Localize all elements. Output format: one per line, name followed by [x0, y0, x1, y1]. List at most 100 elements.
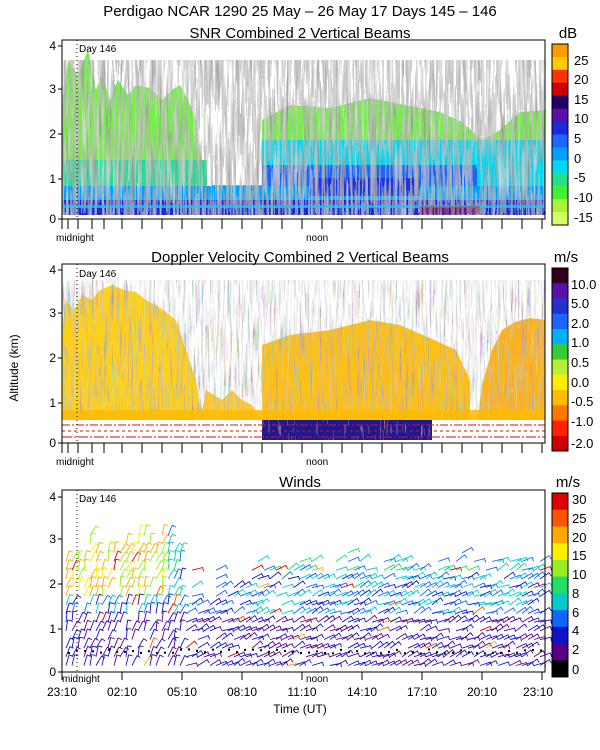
colorbar-swatch	[552, 435, 568, 452]
wind-marker	[388, 650, 390, 653]
wind-barb	[359, 632, 372, 640]
wind-barb	[233, 651, 247, 658]
wind-barb	[389, 591, 403, 597]
wind-barb	[125, 593, 133, 605]
y-tick-label: 3	[49, 82, 56, 96]
y-tick: 0	[49, 212, 62, 226]
wind-barb	[347, 652, 361, 658]
snr-heatmap	[62, 50, 545, 215]
wind-barb	[197, 658, 210, 666]
snr-title: SNR Combined 2 Vertical Beams	[190, 25, 411, 42]
wind-barb	[245, 582, 259, 588]
wind-barb	[143, 619, 151, 631]
wind-barb	[245, 631, 258, 640]
colorbar-swatch	[552, 576, 568, 594]
wind-marker	[68, 652, 70, 654]
colorbar-swatch	[552, 405, 568, 421]
wind-marker	[260, 649, 262, 652]
y-tick: 1	[49, 172, 62, 186]
wind-barb	[335, 591, 349, 597]
wind-barb	[155, 541, 163, 553]
wind-barb	[299, 589, 312, 597]
wind-marker	[428, 648, 430, 651]
wind-marker	[380, 652, 382, 655]
wind-barb	[449, 643, 463, 649]
wind-barb	[449, 661, 463, 667]
wind-barb	[101, 558, 109, 571]
wind-barb	[161, 610, 168, 623]
wind-barb	[479, 602, 492, 607]
wind-barb	[101, 584, 107, 597]
wind-barb	[179, 584, 187, 597]
wind-barb	[215, 564, 228, 571]
snr-colorbar-labels: 25 20 15 10 5 0 -5 -10 -15	[574, 53, 593, 225]
wind-barb	[437, 557, 451, 562]
wind-barb	[125, 602, 132, 614]
cb-label: 0.0	[571, 375, 589, 390]
snr-plot-frame	[61, 39, 546, 220]
wind-barb	[527, 597, 540, 606]
wind-barb	[419, 658, 432, 666]
wind-marker	[188, 648, 190, 651]
wind-barb	[293, 580, 306, 588]
x-tick: 11:10	[287, 672, 317, 699]
wind-barb	[335, 554, 348, 562]
wind-barb	[113, 594, 123, 606]
wind-barb	[527, 592, 540, 598]
wind-barb	[185, 601, 198, 607]
wind-barb	[197, 623, 210, 632]
wind-barb	[143, 584, 151, 597]
wind-barb	[71, 620, 81, 632]
wind-barb	[407, 580, 420, 588]
wind-barb	[365, 599, 379, 606]
wind-barb	[239, 653, 253, 658]
wind-barb	[215, 599, 228, 606]
wind-barb	[113, 558, 120, 571]
wind-barb	[419, 619, 432, 624]
wind-barb	[449, 574, 463, 580]
wind-marker	[284, 650, 286, 652]
wind-barb	[371, 661, 385, 667]
wind-barb	[467, 614, 480, 623]
colorbar-swatch	[552, 82, 568, 97]
day-marker-label: Day 146	[79, 494, 117, 505]
wind-barb	[293, 588, 306, 597]
wind-marker	[164, 651, 166, 654]
colorbar-swatch	[552, 420, 568, 437]
wind-barb	[293, 615, 306, 623]
wind-barb	[323, 624, 336, 632]
winds-units: m/s	[556, 474, 580, 491]
wind-barb	[251, 640, 264, 649]
wind-barb	[431, 632, 444, 640]
wind-barb	[533, 619, 546, 624]
wind-barb	[527, 617, 541, 623]
y-axis-label: Altitude (km)	[7, 334, 21, 401]
wind-barb	[329, 610, 342, 615]
noon-label: noon	[306, 457, 328, 468]
wind-barb	[353, 636, 366, 642]
wind-marker	[100, 651, 102, 654]
colorbar-swatch	[552, 160, 568, 174]
wind-barb	[515, 581, 528, 588]
wind-barb	[347, 597, 360, 606]
wind-barb	[527, 658, 540, 666]
colorbar-swatch	[552, 147, 568, 161]
y-tick: 4	[49, 39, 62, 53]
wind-barb	[95, 645, 103, 657]
wind-barb	[311, 584, 324, 590]
wind-barb	[413, 618, 427, 624]
main-title: Perdigao NCAR 1290 25 May – 26 May 17 Da…	[103, 3, 497, 20]
wind-barb	[221, 642, 235, 649]
wind-barb	[383, 583, 397, 589]
wind-barb	[521, 649, 534, 658]
wind-barb	[425, 642, 438, 649]
wind-barb	[191, 566, 204, 572]
wind-barb	[395, 566, 409, 572]
wind-barb	[149, 620, 160, 632]
cb-label: 15	[572, 548, 586, 563]
wind-barb	[311, 567, 324, 572]
wind-barb	[353, 607, 366, 614]
wind-barb	[221, 580, 234, 588]
wind-marker	[492, 651, 494, 654]
wind-barb	[497, 653, 510, 659]
